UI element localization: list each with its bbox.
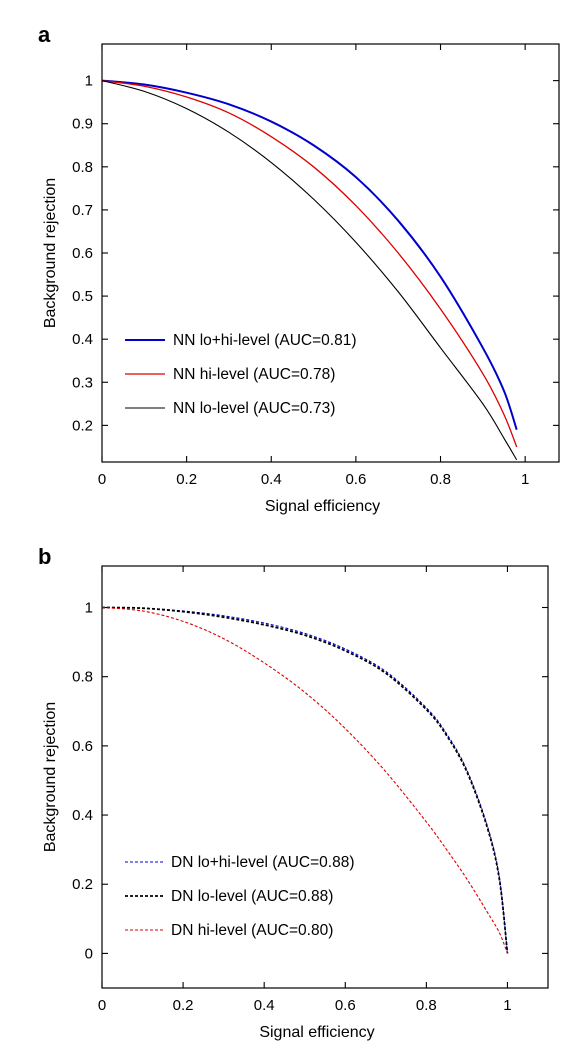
legend-label: NN lo+hi-level (AUC=0.81) xyxy=(173,332,357,349)
y-axis-label: Background rejection xyxy=(42,702,59,852)
legend-label: DN lo+hi-level (AUC=0.88) xyxy=(171,854,355,871)
series-line xyxy=(101,606,508,954)
series-line xyxy=(101,79,518,430)
y-tick-label: 0 xyxy=(85,945,93,962)
legend-label: DN lo-level (AUC=0.88) xyxy=(171,888,333,905)
y-tick-label: 0.4 xyxy=(72,331,93,348)
x-tick-label: 0.2 xyxy=(173,997,194,1014)
y-tick-label: 0.8 xyxy=(72,669,93,686)
x-tick-label: 0.4 xyxy=(254,997,275,1014)
x-tick-label: 0.2 xyxy=(176,471,197,488)
y-tick-label: 0.7 xyxy=(72,202,93,219)
plot-frame xyxy=(101,565,549,989)
x-tick-label: 0 xyxy=(98,471,106,488)
x-tick-label: 0.6 xyxy=(335,997,356,1014)
y-tick-label: 0.4 xyxy=(72,807,93,824)
panel-letter: a xyxy=(38,22,51,47)
x-tick-label: 0 xyxy=(98,997,106,1014)
x-tick-label: 0.8 xyxy=(416,997,437,1014)
legend-label: DN hi-level (AUC=0.80) xyxy=(171,922,333,939)
y-tick-label: 0.2 xyxy=(72,876,93,893)
y-tick-label: 1 xyxy=(85,73,93,90)
series-line xyxy=(101,80,518,461)
x-tick-label: 0.4 xyxy=(261,471,282,488)
x-tick-label: 1 xyxy=(521,471,529,488)
panel-letter: b xyxy=(38,544,51,569)
y-tick-label: 0.6 xyxy=(72,738,93,755)
x-axis-label: Signal efficiency xyxy=(265,498,380,515)
y-tick-label: 1 xyxy=(85,600,93,617)
series-line xyxy=(101,606,509,954)
y-tick-label: 0.9 xyxy=(72,116,93,133)
panel-a: a 0 0.2 0.4 0.6 0.8 1 0.2 0.3 0.4 0.5 0.6 0.7 0.8 0.9 1… xyxy=(38,22,560,515)
y-tick-label: 0.5 xyxy=(72,288,93,305)
x-tick-label: 0.8 xyxy=(430,471,451,488)
series-line xyxy=(101,79,518,448)
panel-b: b 0 0.2 0.4 0.6 0.8 1 0 0.2 0.4 0.6 0.8 1 Signal effi… xyxy=(38,544,549,1041)
y-tick-label: 0.2 xyxy=(72,417,93,434)
x-tick-label: 0.6 xyxy=(345,471,366,488)
legend-label: NN hi-level (AUC=0.78) xyxy=(173,366,335,383)
y-tick-label: 0.8 xyxy=(72,159,93,176)
y-axis-label: Background rejection xyxy=(42,178,59,328)
legend-label: NN lo-level (AUC=0.73) xyxy=(173,400,335,417)
x-axis-label: Signal efficiency xyxy=(259,1024,374,1041)
y-tick-label: 0.6 xyxy=(72,245,93,262)
y-tick-label: 0.3 xyxy=(72,374,93,391)
x-tick-label: 1 xyxy=(503,997,511,1014)
